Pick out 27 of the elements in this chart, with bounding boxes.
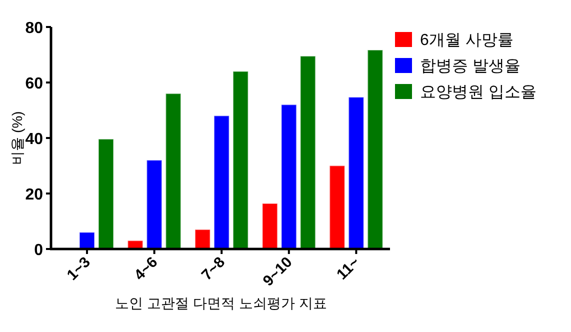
bar bbox=[194, 229, 211, 250]
y-axis-title: 비율 (%) bbox=[9, 111, 25, 165]
bar bbox=[367, 50, 384, 250]
x-tick-label: 7~8 bbox=[198, 254, 228, 284]
bar bbox=[262, 202, 278, 250]
x-tick-label: 4~6 bbox=[131, 254, 162, 284]
bar bbox=[98, 138, 114, 250]
legend-label: 합병증 발생율 bbox=[420, 58, 520, 75]
y-tick-label: 40 bbox=[25, 131, 44, 148]
bar bbox=[232, 70, 249, 250]
legend-label: 6개월 사망률 bbox=[420, 32, 514, 49]
legend-label: 요양병원 입소율 bbox=[420, 84, 536, 101]
bar bbox=[165, 93, 182, 250]
x-tick-label: 1~3 bbox=[64, 254, 94, 284]
bar bbox=[348, 96, 364, 250]
y-tick-label: 80 bbox=[25, 20, 44, 37]
x-tick-label: 11~ bbox=[334, 254, 364, 284]
bar bbox=[329, 165, 346, 250]
y-tick-label: 60 bbox=[25, 76, 44, 92]
bar bbox=[300, 56, 316, 250]
bar bbox=[146, 160, 162, 250]
y-tick-label: 20 bbox=[25, 186, 44, 204]
bar bbox=[214, 115, 230, 250]
y-tick-label: 0 bbox=[34, 242, 44, 259]
x-axis-title: 노인 고관절 다면적 노쇠평가 지표 bbox=[115, 295, 327, 311]
bar bbox=[280, 104, 297, 250]
bar bbox=[79, 232, 95, 250]
